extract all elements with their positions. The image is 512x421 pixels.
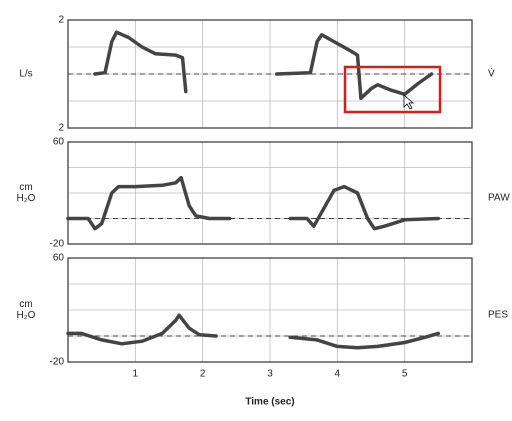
line-series: [66, 175, 441, 231]
series-label: PES: [488, 310, 508, 321]
y-axis-label: cm: [19, 299, 32, 310]
y-axis-label: H₂O: [17, 193, 36, 204]
x-tick-label: 4: [335, 369, 341, 380]
panel-frame: [67, 141, 473, 245]
series-label: V̇: [488, 67, 495, 80]
y-tick-label: 2: [58, 15, 64, 26]
y-axis-label: L/s: [19, 69, 32, 80]
y-tick-label: -20: [50, 239, 65, 250]
cursor: [403, 94, 415, 110]
y-tick-label: -20: [50, 357, 65, 368]
x-tick-label: 2: [200, 369, 206, 380]
y-tick-label: 60: [53, 253, 65, 264]
panel-frame: [67, 19, 473, 129]
y-axis-label: cm: [19, 182, 32, 193]
x-tick-label: 5: [402, 369, 408, 380]
line-series: [66, 313, 441, 350]
y-axis-label: H₂O: [17, 310, 36, 321]
panel-frame: [67, 257, 473, 363]
x-tick-label: 3: [267, 369, 273, 380]
y-tick-label: 2: [58, 123, 64, 134]
x-axis-label: Time (sec): [245, 397, 294, 408]
highlight-box: [343, 65, 442, 114]
line-series: [93, 30, 434, 101]
series-label: PAW: [488, 193, 510, 204]
y-tick-label: 60: [53, 137, 65, 148]
x-tick-label: 1: [133, 369, 139, 380]
